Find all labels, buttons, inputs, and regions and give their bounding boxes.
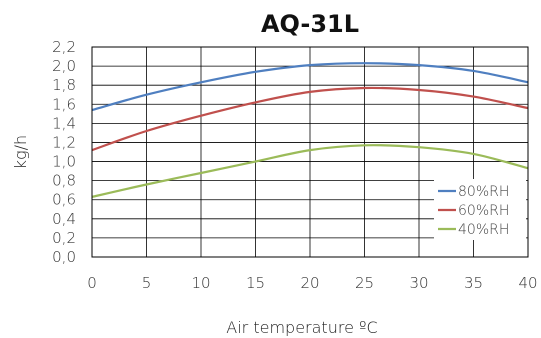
y-axis-ticks: 0,00,20,40,60,81,0 1,21,41,61,82,02,2 bbox=[52, 38, 76, 266]
legend-label: 40%RH bbox=[458, 222, 509, 238]
y-tick-label: 0,0 bbox=[52, 248, 76, 266]
x-tick-label: 40 bbox=[518, 274, 537, 292]
y-tick-label: 0,4 bbox=[52, 210, 76, 228]
x-axis-ticks: 0 5 10 15 20 25 30 35 40 bbox=[87, 274, 537, 292]
legend-label: 80%RH bbox=[458, 184, 509, 200]
y-tick-label: 0,2 bbox=[52, 229, 76, 247]
y-tick-label: 2,2 bbox=[52, 38, 76, 56]
series-lines bbox=[91, 62, 529, 198]
chart-title: AQ-31L bbox=[261, 10, 359, 38]
y-tick-label: 1,4 bbox=[52, 114, 76, 132]
x-tick-label: 15 bbox=[246, 274, 265, 292]
plot-border bbox=[91, 46, 529, 258]
y-tick-label: 1,6 bbox=[52, 95, 76, 113]
y-tick-label: 1,0 bbox=[52, 153, 76, 171]
x-tick-label: 35 bbox=[464, 274, 483, 292]
x-tick-label: 30 bbox=[409, 274, 428, 292]
series-line-60rh bbox=[91, 86, 529, 152]
y-tick-label: 0,8 bbox=[52, 172, 76, 190]
x-tick-label: 0 bbox=[87, 274, 97, 292]
series-line-80rh bbox=[91, 62, 529, 112]
y-tick-label: 0,6 bbox=[52, 191, 76, 209]
x-tick-label: 5 bbox=[142, 274, 152, 292]
series-line-40rh bbox=[91, 144, 529, 198]
legend: 80%RH 60%RH 40%RH bbox=[434, 179, 526, 240]
y-axis-title: kg/h bbox=[11, 135, 30, 169]
x-tick-label: 10 bbox=[191, 274, 210, 292]
y-tick-label: 2,0 bbox=[52, 57, 76, 75]
legend-label: 60%RH bbox=[458, 203, 509, 219]
x-tick-label: 25 bbox=[355, 274, 374, 292]
y-tick-label: 1,2 bbox=[52, 133, 76, 151]
x-axis-title: Air temperature ºC bbox=[226, 318, 377, 337]
x-tick-label: 20 bbox=[300, 274, 319, 292]
y-tick-label: 1,8 bbox=[52, 76, 76, 94]
